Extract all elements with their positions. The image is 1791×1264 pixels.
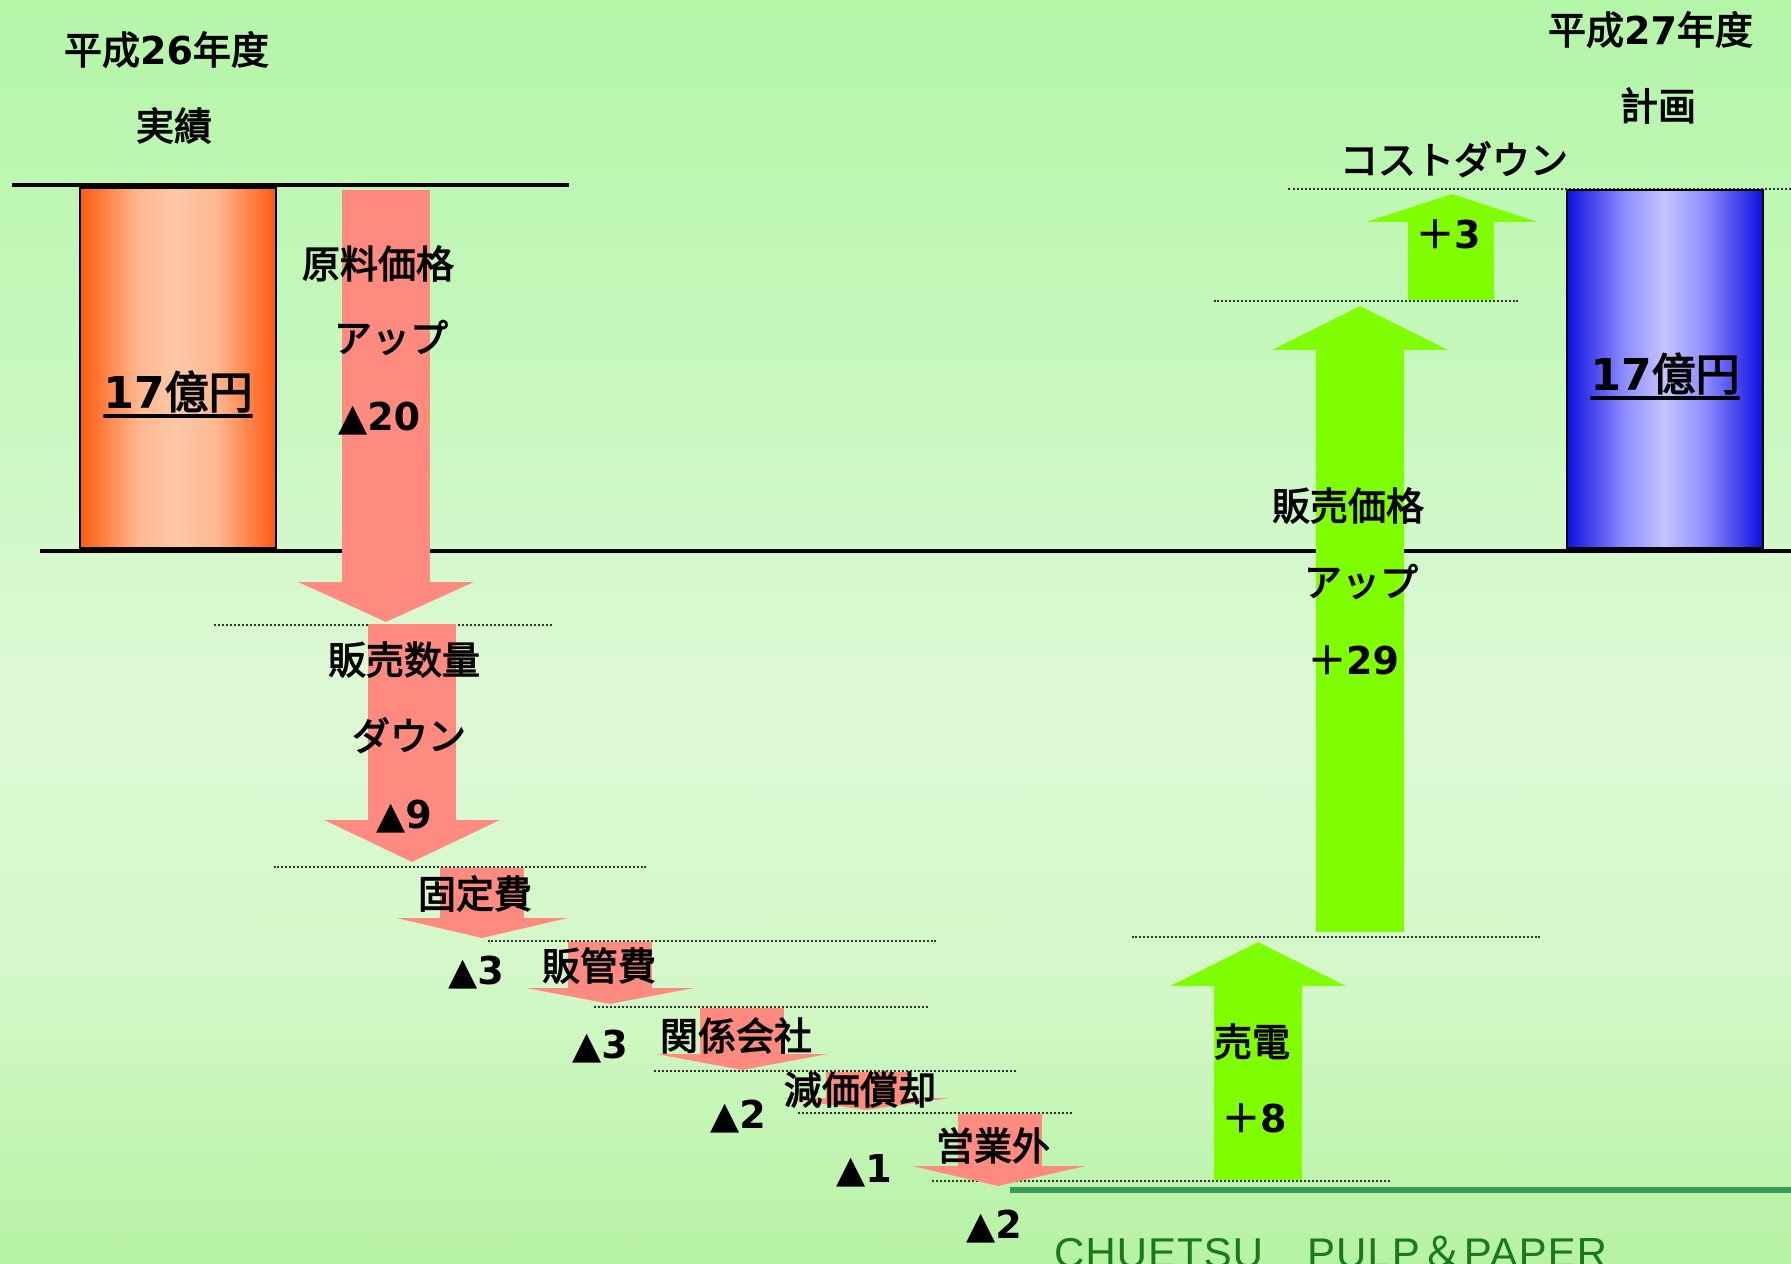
cost-down-label: コストダウン: [1340, 139, 1569, 183]
right-header-type: 計画: [1620, 85, 1697, 129]
non-operating-amount: ▲2: [966, 1203, 1022, 1247]
start-bar: 17億円: [79, 187, 277, 549]
arrow-raw-material-down: [298, 190, 474, 622]
step-line: [798, 1112, 1072, 1114]
selling-price-label: 販売価格: [1272, 485, 1425, 529]
end-bar-value: 17億円: [1590, 350, 1740, 401]
arrow-non-operating-down: [912, 1114, 1086, 1186]
sga-label: 販管費: [542, 945, 657, 989]
step-line: [1132, 936, 1540, 938]
step-line: [274, 866, 646, 868]
non-operating-label: 営業外: [936, 1125, 1051, 1169]
step-line: [594, 1006, 928, 1008]
arrow-power-sales-up: [1170, 942, 1346, 1180]
depreciation-label: 減価償却: [784, 1069, 937, 1113]
sales-volume-label-2: ダウン: [352, 715, 467, 759]
fixed-cost-amount: ▲3: [448, 949, 504, 993]
arrow-depreciation-down: [782, 1072, 950, 1110]
step-line: [488, 940, 936, 942]
step-line: [1214, 300, 1518, 302]
step-line: [932, 1180, 1390, 1182]
sales-volume-amount: ▲9: [376, 793, 432, 837]
arrow-selling-price-up: [1272, 306, 1448, 932]
raw-material-amount: ▲20: [338, 395, 421, 439]
arrow-sales-volume-down: [324, 624, 500, 862]
start-bar-value: 17億円: [103, 368, 253, 419]
company-name: CHUETSU PULP＆PAPER: [1054, 1229, 1608, 1264]
sga-amount: ▲3: [572, 1023, 628, 1067]
raw-material-label-2: アップ: [334, 317, 449, 361]
footer-rule: [1010, 1187, 1791, 1193]
sales-volume-label: 販売数量: [328, 639, 481, 683]
power-sales-label: 売電: [1214, 1021, 1291, 1065]
step-line: [654, 1070, 1016, 1072]
raw-material-label: 原料価格: [302, 243, 455, 287]
selling-price-label-2: アップ: [1304, 561, 1419, 605]
affiliates-label: 関係会社: [660, 1015, 813, 1059]
arrow-fixed-cost-down: [396, 868, 568, 938]
fixed-cost-label: 固定費: [418, 873, 533, 917]
affiliates-amount: ▲2: [710, 1093, 766, 1137]
top-reference-line: [12, 183, 569, 187]
base-reference-line: [40, 549, 1791, 553]
step-line: [1288, 188, 1791, 190]
power-sales-amount: ＋8: [1222, 1097, 1287, 1141]
selling-price-amount: ＋29: [1308, 639, 1399, 683]
end-bar: 17億円: [1566, 189, 1764, 549]
depreciation-amount: ▲1: [836, 1147, 892, 1191]
arrow-sga-down: [526, 942, 694, 1004]
cost-down-amount: ＋3: [1416, 213, 1481, 257]
left-header-type: 実績: [136, 105, 213, 149]
right-header-year: 平成27年度: [1548, 9, 1753, 53]
left-header-year: 平成26年度: [64, 29, 269, 73]
arrow-affiliates-down: [656, 1008, 828, 1070]
arrow-cost-down-up: [1366, 194, 1538, 300]
